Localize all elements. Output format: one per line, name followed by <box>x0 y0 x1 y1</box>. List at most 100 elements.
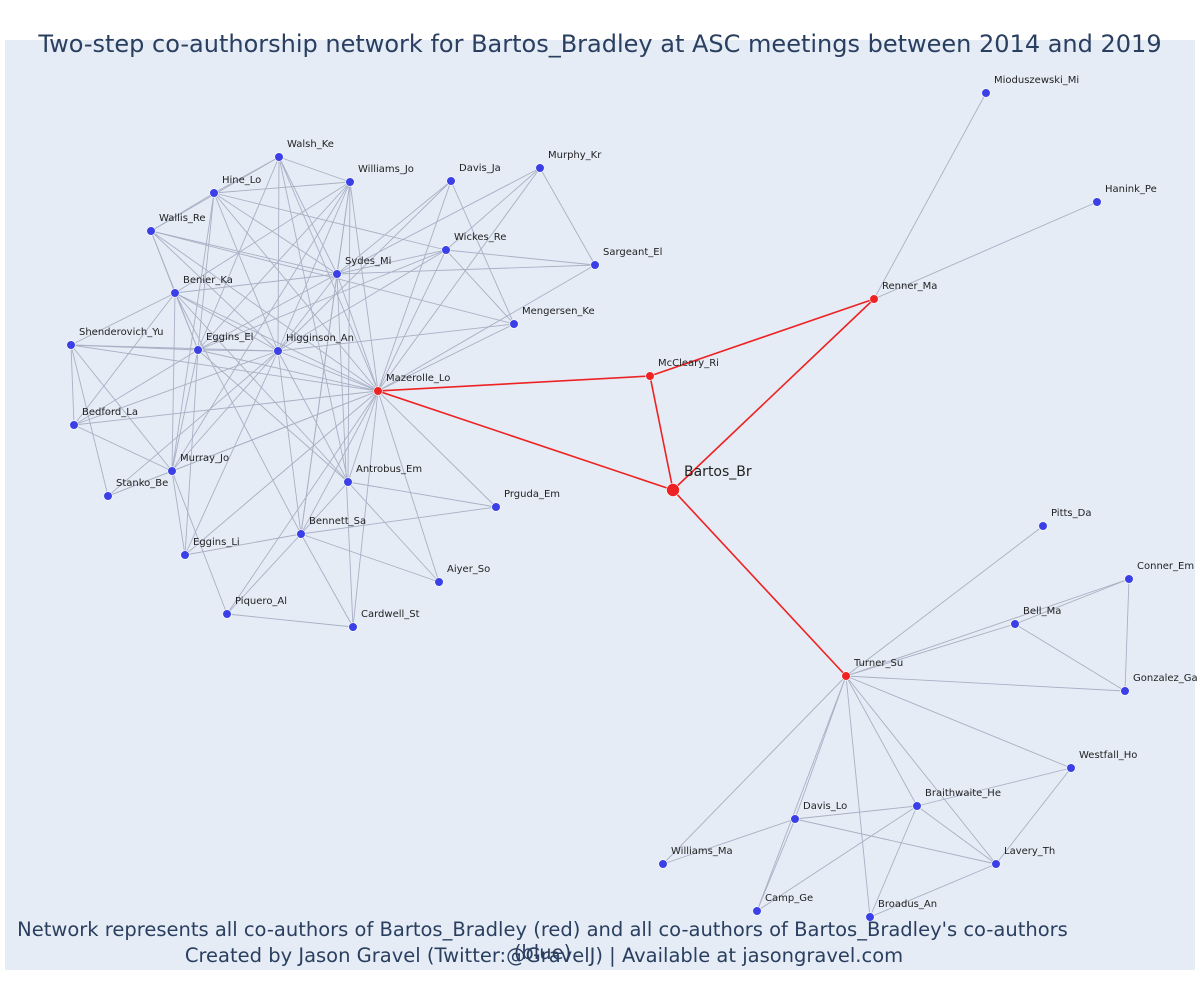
node-bell-ma[interactable] <box>1010 619 1020 629</box>
node-label-mazerolle-lo: Mazerolle_Lo <box>386 373 450 384</box>
node-gonzalez-ga[interactable] <box>1120 686 1130 696</box>
edge-Walsh_Ke-Sydes_Mi <box>278 156 338 275</box>
edge-Renner_Ma-Hanink_Pe <box>873 201 1098 300</box>
node-braithwaite-he[interactable] <box>912 801 922 811</box>
node-stanko-be[interactable] <box>103 491 113 501</box>
edge-Higginson_An-Mengersen_Ke <box>277 323 515 352</box>
edge-Sydes_Mi-Wickes_Re <box>336 249 447 275</box>
node-label-turner-su: Turner_Su <box>853 658 903 669</box>
edge-Bennett_Sa-Prguda_Em <box>300 506 497 535</box>
node-label-williams-ma: Williams_Ma <box>671 846 733 857</box>
edge-Mazerolle_Lo-Shenderovich_Yu <box>70 344 379 392</box>
node-benier-ka[interactable] <box>170 288 180 298</box>
edge-Shenderovich_Yu-Bedford_La <box>70 344 75 426</box>
node-bartos-br[interactable] <box>666 483 680 497</box>
node-bennett-sa[interactable] <box>296 529 306 539</box>
edge-Eggins_El-Eggins_Li <box>184 349 199 556</box>
node-shenderovich-yu[interactable] <box>66 340 76 350</box>
edge-Mazerolle_Lo-Sargeant_El <box>377 264 596 392</box>
edge-Higginson_An-Wickes_Re <box>277 249 447 352</box>
node-aiyer-so[interactable] <box>434 577 444 587</box>
edge-Antrobus_Em-Aiyer_So <box>347 481 440 583</box>
edge-Piquero_Al-Cardwell_St <box>226 613 354 628</box>
node-label-eggins-li: Eggins_Li <box>193 537 240 548</box>
node-pitts-da[interactable] <box>1038 521 1048 531</box>
edge-Eggins_El-Wickes_Re <box>197 249 447 351</box>
node-label-braithwaite-he: Braithwaite_He <box>925 788 1001 799</box>
node-wallis-re[interactable] <box>146 226 156 236</box>
edge-Sydes_Mi-Eggins_El <box>197 273 338 351</box>
node-label-bedford-la: Bedford_La <box>82 407 138 418</box>
edge-Sydes_Mi-Higginson_An <box>277 273 338 352</box>
node-davis-ja[interactable] <box>446 176 456 186</box>
node-label-pitts-da: Pitts_Da <box>1051 508 1091 519</box>
node-turner-su[interactable] <box>841 671 851 681</box>
nodes-layer: Bartos_Br McCleary_Ri Renner_Ma Mazerolle_L… <box>66 75 1198 922</box>
node-mioduszewski-mi[interactable] <box>981 88 991 98</box>
edge-Higginson_An-Murray_Jo <box>171 350 279 472</box>
node-williams-jo[interactable] <box>345 177 355 187</box>
edge-Benier_Ka-Bennett_Sa <box>174 292 302 535</box>
node-camp-ge[interactable] <box>752 906 762 916</box>
node-hine-lo[interactable] <box>209 188 219 198</box>
node-label-walsh-ke: Walsh_Ke <box>287 139 334 150</box>
edge-Antrobus_Em-Prguda_Em <box>347 481 497 508</box>
node-renner-ma[interactable] <box>869 294 879 304</box>
node-murray-jo[interactable] <box>167 466 177 476</box>
edge-Mazerolle_Lo-Wallis_Re <box>150 230 379 392</box>
node-label-benier-ka: Benier_Ka <box>183 275 233 286</box>
node-broadus-an[interactable] <box>865 912 875 922</box>
node-prguda-em[interactable] <box>491 502 501 512</box>
edge-Shenderovich_Yu-Higginson_An <box>70 344 279 352</box>
edge-Eggins_El-Murray_Jo <box>171 349 199 472</box>
edge-Mazerolle_Lo-Eggins_El <box>197 349 379 392</box>
node-westfall-ho[interactable] <box>1066 763 1076 773</box>
edge-Walsh_Ke-Higginson_An <box>277 156 280 352</box>
node-label-shenderovich-yu: Shenderovich_Yu <box>79 327 164 338</box>
node-sargeant-el[interactable] <box>590 260 600 270</box>
edge-Turner_Su-Conner_Em <box>845 578 1130 677</box>
edge-Westfall_Ho-Lavery_Th <box>995 767 1072 865</box>
edge-Turner_Su-Westfall_Ho <box>845 675 1072 769</box>
node-mccleary-ri[interactable] <box>645 371 655 381</box>
edges-layer <box>70 92 1130 918</box>
node-eggins-li[interactable] <box>180 550 190 560</box>
node-walsh-ke[interactable] <box>274 152 284 162</box>
edge-Bennett_Sa-Aiyer_So <box>300 533 440 583</box>
node-piquero-al[interactable] <box>222 609 232 619</box>
node-mazerolle-lo[interactable] <box>373 386 383 396</box>
node-label-davis-lo: Davis_Lo <box>803 801 847 812</box>
edge-Benier_Ka-Eggins_El <box>174 292 199 351</box>
node-wickes-re[interactable] <box>441 245 451 255</box>
node-davis-lo[interactable] <box>790 814 800 824</box>
node-hanink-pe[interactable] <box>1092 197 1102 207</box>
edge-Mazerolle_Lo-Mengersen_Ke <box>377 323 515 392</box>
node-label-cardwell-st: Cardwell_St <box>361 609 420 620</box>
node-lavery-th[interactable] <box>991 859 1001 869</box>
red-edge-McCleary_Ri-Mazerolle_Lo <box>377 375 651 392</box>
node-label-bennett-sa: Bennett_Sa <box>309 516 366 527</box>
edge-Conner_Em-Bell_Ma <box>1014 578 1130 625</box>
node-conner-em[interactable] <box>1124 574 1134 584</box>
node-williams-ma[interactable] <box>658 859 668 869</box>
node-murphy-kr[interactable] <box>535 163 545 173</box>
edge-Benier_Ka-Bedford_La <box>73 292 176 426</box>
node-higginson-an[interactable] <box>273 346 283 356</box>
node-label-renner-ma: Renner_Ma <box>882 281 937 292</box>
node-cardwell-st[interactable] <box>348 622 358 632</box>
edge-Benier_Ka-Murray_Jo <box>171 292 176 472</box>
node-label-broadus-an: Broadus_An <box>878 899 937 910</box>
node-label-camp-ge: Camp_Ge <box>765 893 813 904</box>
red-edge-Bartos_Br-Mazerolle_Lo <box>377 390 674 491</box>
edge-Davis_Lo-Camp_Ge <box>756 818 796 912</box>
node-sydes-mi[interactable] <box>332 269 342 279</box>
red-edge-Bartos_Br-McCleary_Ri <box>649 375 674 491</box>
node-eggins-el[interactable] <box>193 345 203 355</box>
node-mengersen-ke[interactable] <box>509 319 519 329</box>
edge-Turner_Su-Camp_Ge <box>756 675 847 912</box>
node-antrobus-em[interactable] <box>343 477 353 487</box>
node-label-mengersen-ke: Mengersen_Ke <box>522 306 595 317</box>
node-bedford-la[interactable] <box>69 420 79 430</box>
edge-Higginson_An-Stanko_Be <box>107 350 279 497</box>
edge-Hine_Lo-Wallis_Re <box>150 192 215 232</box>
